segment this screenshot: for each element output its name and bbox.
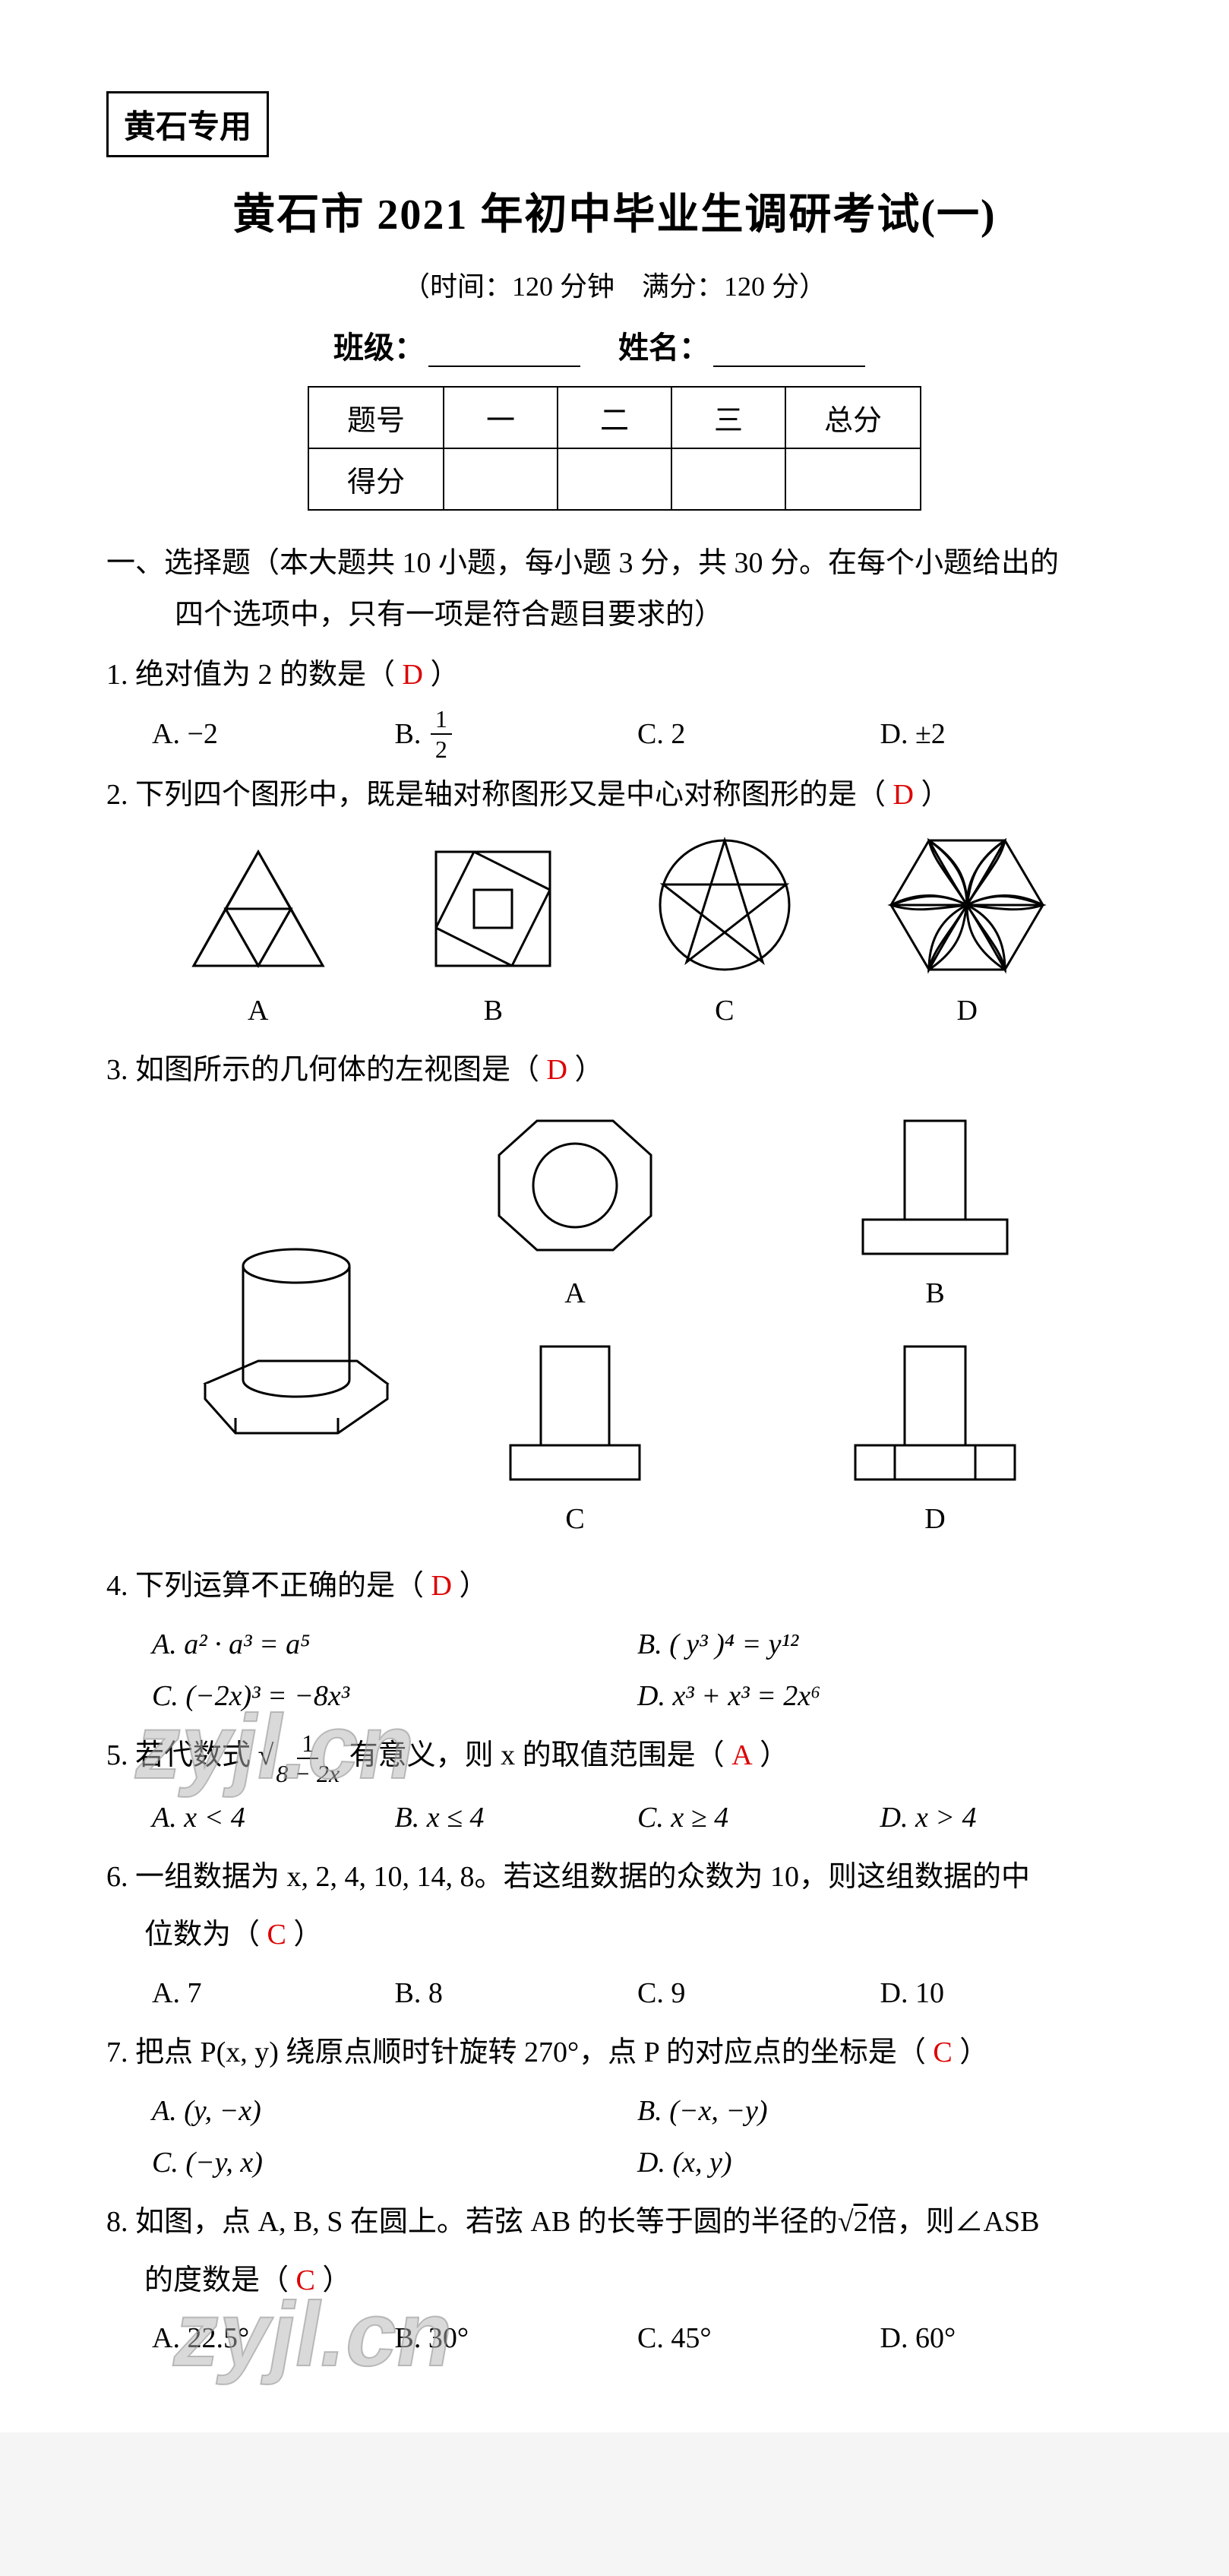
option-4c: C. (−2x)³ = −8x³ [152,1670,637,1722]
option-5d: D. x > 4 [880,1792,1123,1843]
region-tag: 黄石专用 [106,91,269,157]
table-header: 三 [671,387,785,448]
table-header: 二 [558,387,671,448]
option-6d: D. 10 [880,1967,1123,2019]
option-5b: B. x ≤ 4 [395,1792,638,1843]
option-4a: A. a² · a³ = a⁵ [152,1619,637,1670]
score-cell[interactable] [444,448,558,510]
option-1b: B. 12 [395,707,638,761]
figure-3c: C [499,1335,651,1545]
name-label: 姓名： [618,331,709,365]
answer-3: D [547,1054,567,1086]
question-8: 8. 如图，点 A, B, S 在圆上。若弦 AB 的长等于圆的半径的√2倍，则… [106,2196,1123,2364]
answer-8: C [296,2264,315,2296]
score-cell[interactable] [558,448,671,510]
score-cell[interactable] [785,448,921,510]
option-6c: C. 9 [637,1967,880,2019]
answer-4: D [431,1570,452,1602]
figure-2d: D [887,833,1047,1036]
score-cell[interactable] [671,448,785,510]
table-header: 题号 [308,387,444,448]
class-label: 班级： [333,331,425,365]
table-row: 题号 一 二 三 总分 [308,387,921,448]
question-5: 5. 若代数式 √18 − 2x 有意义，则 x 的取值范围是（ A ） A. … [106,1729,1123,1843]
option-4b: B. ( y³ )⁴ = y¹² [637,1619,1123,1670]
section-1-heading: 一、选择题（本大题共 10 小题，每小题 3 分，共 30 分。在每个小题给出的… [106,537,1123,641]
question-2: 2. 下列四个图形中，既是轴对称图形又是中心对称图形的是（ D ） A B [106,769,1123,1036]
exam-page: 黄石专用 黄石市 2021 年初中毕业生调研考试(一) （时间：120 分钟 满… [0,0,1229,2432]
option-6a: A. 7 [152,1967,395,2019]
question-1: 1. 绝对值为 2 的数是（ D ） A. −2 B. 12 C. 2 D. ±… [106,649,1123,761]
figure-3a: A [491,1109,659,1319]
figure-3b: B [851,1109,1019,1319]
table-row: 得分 [308,448,921,510]
option-7c: C. (−y, x) [152,2137,637,2188]
score-table: 题号 一 二 三 总分 得分 [308,386,921,511]
figure-2a: A [182,840,334,1036]
answer-5: A [731,1739,752,1771]
question-4: 4. 下列运算不正确的是（ D ） A. a² · a³ = a⁵ B. ( y… [106,1560,1123,1722]
option-7b: B. (−x, −y) [637,2085,1123,2137]
option-8a: A. 22.5° [152,2312,395,2364]
option-5a: A. x < 4 [152,1792,395,1843]
option-4d: D. x³ + x³ = 2x⁶ [637,1670,1123,1722]
option-1a: A. −2 [152,707,395,761]
question-6: 6. 一组数据为 x, 2, 4, 10, 14, 8。若这组数据的众数为 10… [106,1851,1123,2019]
answer-7: C [933,2036,952,2068]
answer-1: D [403,659,423,691]
exam-time-info: （时间：120 分钟 满分：120 分） [106,264,1123,304]
option-6b: B. 8 [395,1967,638,2019]
option-8d: D. 60° [880,2312,1123,2364]
student-info-row: 班级： 姓名： [106,323,1123,367]
class-blank[interactable] [428,366,580,367]
question-3: 3. 如图所示的几何体的左视图是（ D ） [106,1044,1123,1552]
figure-2b: B [425,840,561,1036]
option-1c: C. 2 [637,707,880,761]
score-label: 得分 [308,448,444,510]
name-blank[interactable] [713,366,865,367]
option-8b: B. 30° [395,2312,638,2364]
figure-2c: C [652,833,797,1036]
figure-3-solid [167,1198,418,1457]
answer-6: C [267,1919,286,1951]
option-1d: D. ±2 [880,707,1123,761]
question-7: 7. 把点 P(x, y) 绕原点顺时针旋转 270°，点 P 的对应点的坐标是… [106,2027,1123,2188]
option-5c: C. x ≥ 4 [637,1792,880,1843]
option-7a: A. (y, −x) [152,2085,637,2137]
table-header: 总分 [785,387,921,448]
option-7d: D. (x, y) [637,2137,1123,2188]
exam-title: 黄石市 2021 年初中毕业生调研考试(一) [106,180,1123,242]
figure-3d: D [848,1335,1022,1545]
table-header: 一 [444,387,558,448]
option-8c: C. 45° [637,2312,880,2364]
answer-2: D [893,779,914,811]
